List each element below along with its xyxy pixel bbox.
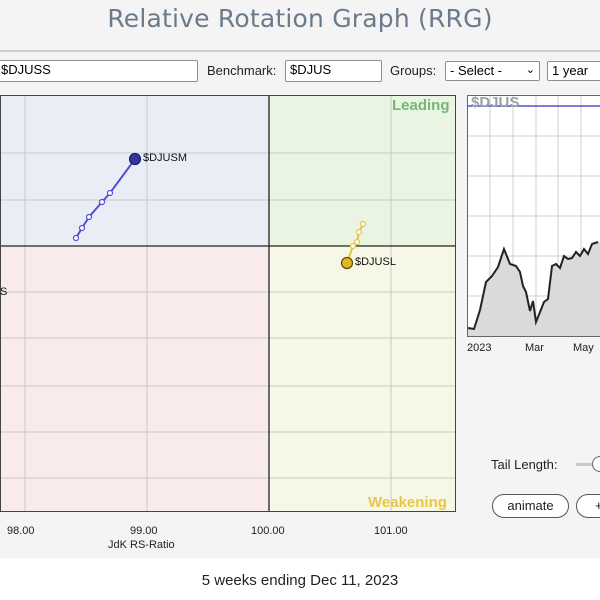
djusm-tail-points <box>72 189 114 242</box>
benchmark-label: Benchmark: <box>207 63 277 78</box>
benchmark-input[interactable]: $DJUS <box>285 60 382 82</box>
groups-select-value: - Select - <box>450 63 503 78</box>
symbols-input[interactable]: $DJUSS <box>0 60 198 82</box>
djusl-point-label: $DJUSL <box>355 256 396 268</box>
mini-x-tick-label: Mar <box>525 342 544 354</box>
mini-chart-title: $DJUS <box>471 94 520 111</box>
djusl-tail-points <box>349 220 367 250</box>
rrg-chart: Leading Weakening $DJUSM $DJUSL S <box>0 95 456 512</box>
djusm-point-label: $DJUSM <box>143 152 188 164</box>
x-tick-label: 99.00 <box>130 525 158 537</box>
djuss-point-label: S <box>0 286 8 298</box>
groups-select[interactable]: - Select - ⌄ <box>445 61 540 81</box>
groups-label: Groups: <box>390 63 437 78</box>
page-title: Relative Rotation Graph (RRG) <box>107 4 493 33</box>
x-tick-label: 100.00 <box>251 525 285 537</box>
date-range-caption: 5 weeks ending Dec 11, 2023 <box>201 572 399 589</box>
animate-button[interactable]: animate <box>492 494 569 518</box>
mini-x-tick-label: May <box>573 342 594 354</box>
mini-chart-svg <box>468 96 600 336</box>
weakening-quadrant <box>269 246 455 511</box>
mini-chart-price-line <box>468 241 599 331</box>
rrg-gridlines <box>1 96 455 511</box>
benchmark-mini-chart <box>467 95 600 337</box>
mini-chart-area <box>468 242 600 336</box>
leading-quadrant <box>269 96 455 246</box>
chevron-down-icon: ⌄ <box>525 64 535 76</box>
mini-x-tick-label: 2023 <box>467 342 492 354</box>
djusm-head-marker[interactable] <box>128 152 142 166</box>
leading-quadrant-label: Leading <box>392 97 450 114</box>
tail-length-slider-track[interactable] <box>576 463 600 466</box>
lagging-quadrant <box>1 246 269 511</box>
rrg-plot-svg <box>1 96 455 511</box>
x-axis-title: JdK RS-Ratio <box>108 539 175 551</box>
djusm-tail <box>75 158 136 239</box>
tail-length-label: Tail Length: <box>491 457 558 472</box>
header: Relative Rotation Graph (RRG) <box>0 0 600 52</box>
djusl-head-marker[interactable] <box>340 256 354 270</box>
weakening-quadrant-label: Weakening <box>368 494 447 511</box>
x-tick-label: 101.00 <box>374 525 408 537</box>
period-select[interactable]: 1 year <box>547 61 600 81</box>
period-select-value: 1 year <box>552 63 589 78</box>
x-tick-label: 98.00 <box>7 525 35 537</box>
improving-quadrant <box>1 96 269 246</box>
plus-button[interactable]: + <box>576 494 600 518</box>
